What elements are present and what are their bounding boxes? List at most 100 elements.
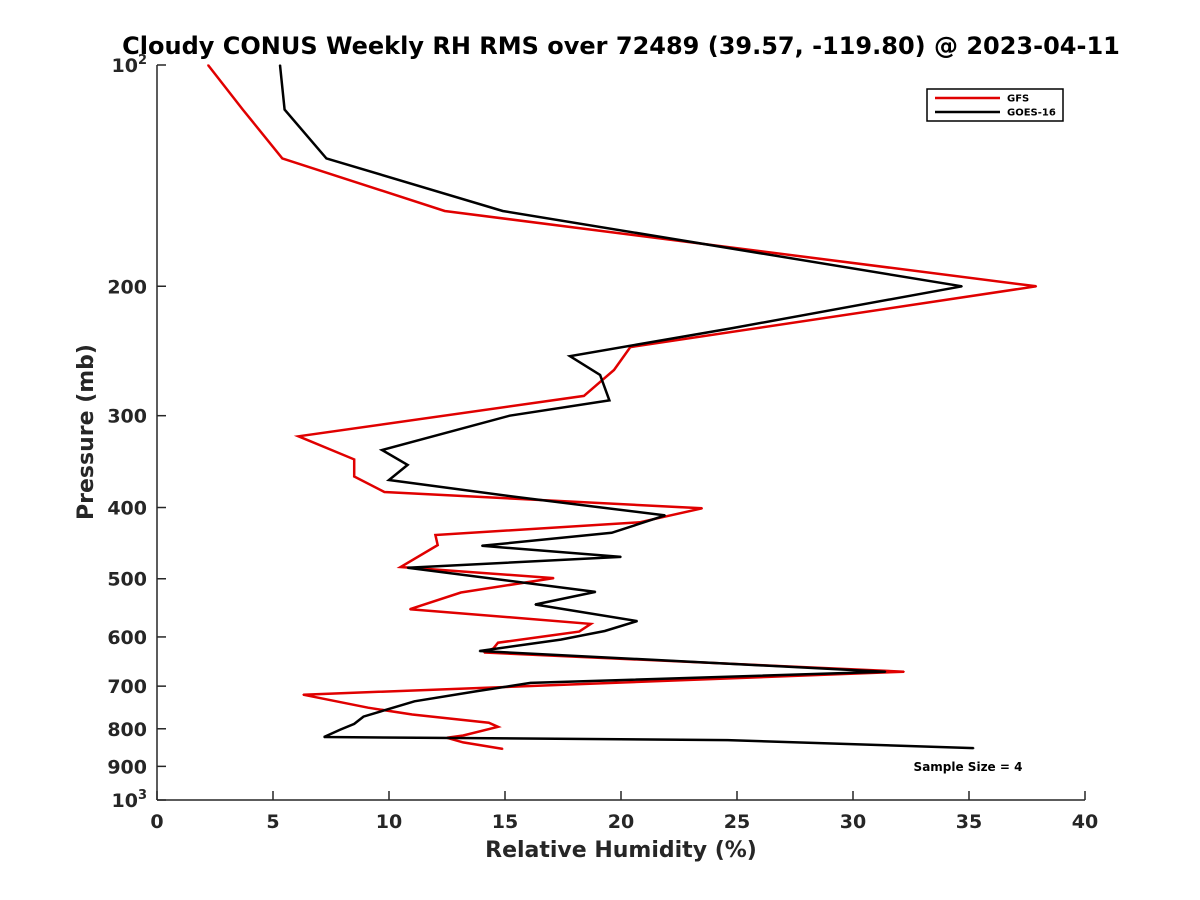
data-point-gfs — [903, 670, 905, 673]
data-point-gfs — [501, 748, 504, 750]
x-tick-label: 0 — [150, 811, 163, 833]
data-point-goes-16 — [636, 620, 638, 622]
data-point-goes-16 — [283, 108, 286, 111]
y-tick-label: 500 — [107, 569, 147, 591]
chart-title: Cloudy CONUS Weekly RH RMS over 72489 (3… — [122, 32, 1120, 60]
data-point-goes-16 — [323, 736, 325, 738]
y-tick-exponent: 3 — [138, 788, 147, 803]
series-line-gfs — [207, 64, 1037, 751]
data-point-goes-16 — [508, 414, 511, 417]
x-tick-label: 5 — [266, 811, 279, 833]
x-tick-label: 30 — [840, 811, 866, 833]
data-point-goes-16 — [972, 747, 975, 749]
y-axis-label: Pressure (mb) — [74, 344, 99, 520]
data-point-gfs — [436, 544, 439, 546]
data-point-gfs — [497, 726, 499, 728]
x-tick-label: 15 — [492, 811, 518, 833]
data-point-goes-16 — [515, 496, 518, 498]
y-tick-label: 400 — [107, 498, 147, 520]
y-tick-exponent: 2 — [138, 53, 147, 68]
x-tick-label: 40 — [1072, 811, 1098, 833]
y-tick-label: 900 — [107, 756, 147, 778]
y-tick-label: 102 — [112, 53, 148, 77]
data-point-goes-16 — [884, 670, 887, 673]
data-point-gfs — [462, 734, 465, 737]
data-point-gfs — [302, 693, 305, 696]
data-point-gfs — [281, 157, 284, 160]
data-point-goes-16 — [604, 630, 606, 632]
y-tick-base: 10 — [112, 55, 138, 77]
data-point-gfs — [367, 706, 369, 709]
data-point-goes-16 — [388, 479, 390, 481]
data-point-gfs — [462, 741, 465, 744]
data-point-goes-16 — [353, 723, 356, 725]
data-point-gfs — [383, 491, 386, 493]
legend-box — [926, 88, 1064, 122]
y-tick-label: 300 — [107, 406, 147, 428]
data-point-goes-16 — [339, 728, 342, 731]
data-point-goes-16 — [608, 399, 611, 402]
data-point-goes-16 — [529, 682, 532, 684]
data-point-goes-16 — [731, 327, 734, 329]
x-tick-label: 20 — [608, 811, 634, 833]
legend-label-goes-16: GOES-16 — [1007, 108, 1056, 119]
data-point-gfs — [701, 507, 703, 510]
series-line-goes-16 — [278, 64, 974, 750]
data-point-gfs — [497, 641, 499, 644]
y-tick-label: 200 — [107, 276, 147, 298]
legend-label-gfs: GFS — [1007, 94, 1029, 105]
data-point-gfs — [583, 395, 585, 397]
data-point-gfs — [409, 608, 411, 610]
data-point-gfs — [488, 721, 490, 724]
y-tick-label: 800 — [107, 719, 147, 741]
data-point-gfs — [353, 475, 356, 478]
data-point-goes-16 — [478, 650, 481, 652]
data-point-gfs — [434, 534, 437, 536]
data-point-goes-16 — [726, 739, 729, 741]
data-point-goes-16 — [279, 64, 281, 66]
data-point-goes-16 — [362, 715, 365, 718]
sample-size-annotation: Sample Size = 4 — [914, 760, 1023, 774]
data-point-gfs — [613, 369, 615, 371]
data-point-goes-16 — [664, 514, 666, 517]
y-tick-label: 700 — [107, 676, 147, 698]
data-point-gfs — [353, 458, 356, 461]
x-tick-label: 10 — [376, 811, 402, 833]
data-point-goes-16 — [961, 285, 963, 288]
data-point-goes-16 — [476, 690, 479, 692]
data-point-gfs — [411, 713, 414, 716]
data-point-goes-16 — [620, 556, 622, 558]
data-point-goes-16 — [534, 603, 536, 606]
data-point-gfs — [242, 108, 244, 111]
data-point-gfs — [443, 210, 446, 212]
data-point-gfs — [578, 630, 580, 633]
data-point-goes-16 — [594, 591, 597, 593]
data-point-gfs — [297, 435, 300, 438]
data-point-gfs — [590, 623, 592, 625]
x-axis-label: Relative Humidity (%) — [485, 838, 757, 863]
plot-area: 0 5 10 15 20 25 30 35 40 10220030040050060070080… — [107, 53, 1098, 833]
x-tick-label: 35 — [956, 811, 982, 833]
legend: GFS GOES-16 — [926, 88, 1064, 122]
data-point-gfs — [552, 577, 555, 579]
y-tick-base: 10 — [112, 790, 138, 812]
data-point-goes-16 — [599, 374, 601, 376]
data-point-gfs — [460, 591, 462, 594]
data-point-goes-16 — [381, 449, 383, 451]
data-point-goes-16 — [569, 355, 571, 358]
data-point-gfs — [1035, 285, 1038, 288]
data-point-gfs — [399, 566, 402, 568]
data-point-goes-16 — [406, 464, 409, 466]
data-point-gfs — [207, 64, 209, 66]
x-ticks: 0 5 10 15 20 25 30 35 40 — [150, 791, 1098, 833]
y-tick-label: 600 — [107, 627, 147, 649]
data-point-goes-16 — [481, 545, 483, 547]
data-point-goes-16 — [610, 532, 613, 534]
data-point-goes-16 — [325, 157, 328, 160]
y-tick-label: 103 — [112, 788, 148, 812]
series-lines — [207, 64, 1038, 751]
x-tick-label: 25 — [724, 811, 750, 833]
data-point-goes-16 — [406, 566, 409, 569]
